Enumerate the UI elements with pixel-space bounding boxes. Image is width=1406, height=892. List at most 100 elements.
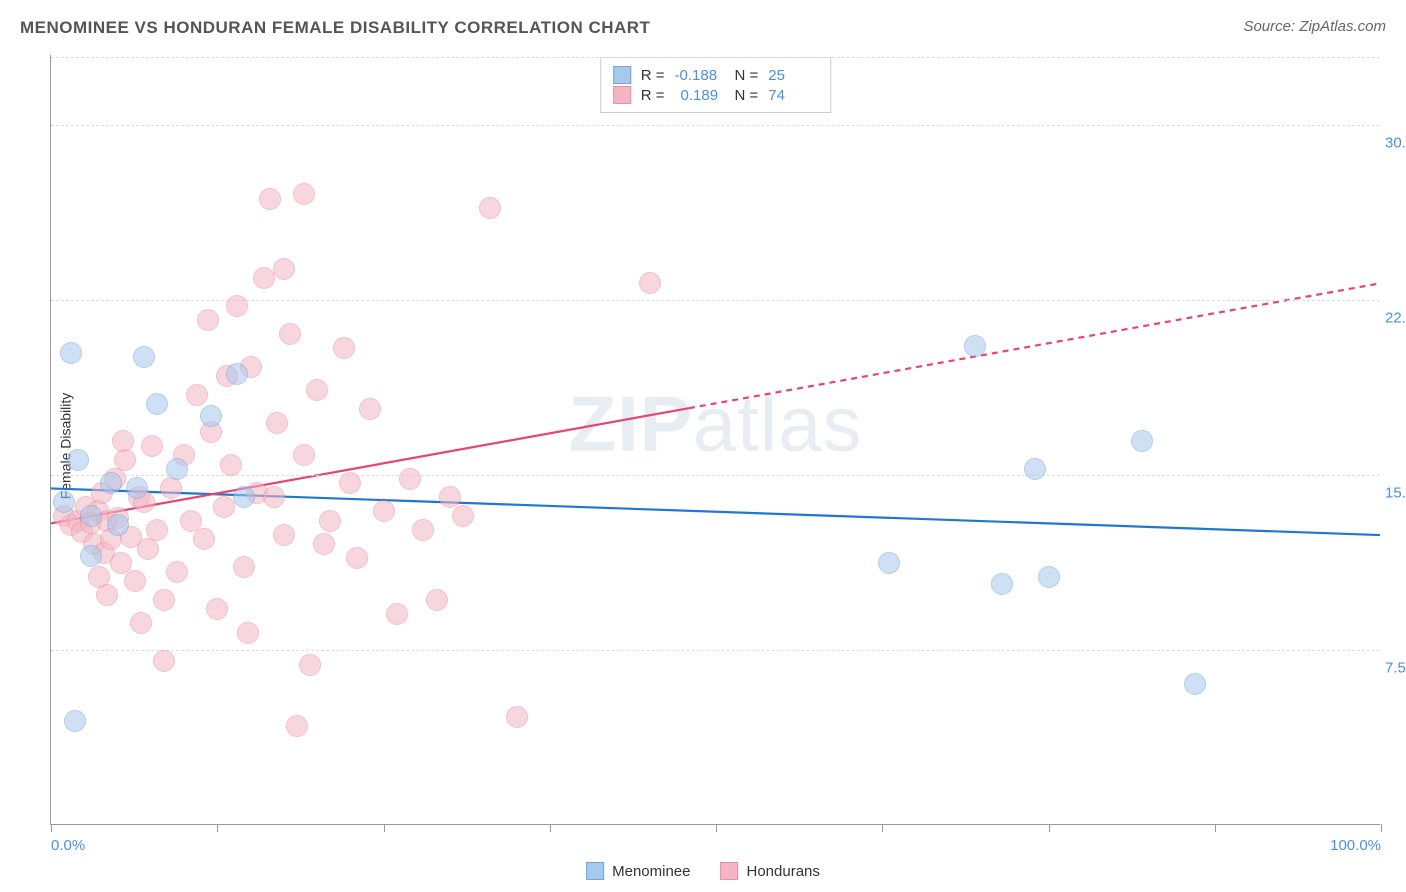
data-point bbox=[112, 430, 134, 452]
swatch-icon bbox=[613, 66, 631, 84]
legend-item-menominee: Menominee bbox=[586, 862, 690, 880]
watermark-text: ZIPatlas bbox=[568, 379, 862, 470]
trend-line-dashed bbox=[689, 283, 1380, 408]
swatch-icon bbox=[586, 862, 604, 880]
data-point bbox=[124, 570, 146, 592]
data-point bbox=[60, 342, 82, 364]
scatter-plot-area: ZIPatlas R = -0.188 N = 25 R = 0.189 N =… bbox=[50, 55, 1380, 825]
data-point bbox=[1024, 458, 1046, 480]
data-point bbox=[146, 393, 168, 415]
data-point bbox=[373, 500, 395, 522]
data-point bbox=[226, 363, 248, 385]
x-tick bbox=[384, 824, 385, 832]
data-point bbox=[206, 598, 228, 620]
chart-header: MENOMINEE VS HONDURAN FEMALE DISABILITY … bbox=[20, 18, 1386, 48]
data-point bbox=[200, 405, 222, 427]
data-point bbox=[133, 346, 155, 368]
data-point bbox=[130, 612, 152, 634]
chart-title: MENOMINEE VS HONDURAN FEMALE DISABILITY … bbox=[20, 18, 650, 37]
gridline bbox=[51, 300, 1380, 301]
data-point bbox=[237, 622, 259, 644]
data-point bbox=[126, 477, 148, 499]
data-point bbox=[253, 267, 275, 289]
legend-item-hondurans: Hondurans bbox=[721, 862, 820, 880]
x-tick bbox=[716, 824, 717, 832]
data-point bbox=[386, 603, 408, 625]
data-point bbox=[80, 505, 102, 527]
r-value: 0.189 bbox=[675, 87, 725, 104]
data-point bbox=[213, 496, 235, 518]
data-point bbox=[333, 337, 355, 359]
data-point bbox=[273, 524, 295, 546]
data-point bbox=[452, 505, 474, 527]
data-point bbox=[193, 528, 215, 550]
data-point bbox=[313, 533, 335, 555]
r-value: -0.188 bbox=[675, 67, 725, 84]
data-point bbox=[141, 435, 163, 457]
x-tick bbox=[51, 824, 52, 832]
data-point bbox=[359, 398, 381, 420]
gridline bbox=[51, 475, 1380, 476]
x-tick bbox=[882, 824, 883, 832]
n-label: N = bbox=[735, 67, 759, 84]
n-label: N = bbox=[735, 87, 759, 104]
data-point bbox=[233, 486, 255, 508]
data-point bbox=[506, 706, 528, 728]
data-point bbox=[166, 561, 188, 583]
data-point bbox=[186, 384, 208, 406]
data-point bbox=[991, 573, 1013, 595]
data-point bbox=[88, 566, 110, 588]
data-point bbox=[426, 589, 448, 611]
x-tick-label: 0.0% bbox=[51, 837, 85, 854]
data-point bbox=[107, 514, 129, 536]
data-point bbox=[266, 412, 288, 434]
gridline bbox=[51, 650, 1380, 651]
data-point bbox=[412, 519, 434, 541]
data-point bbox=[279, 323, 301, 345]
data-point bbox=[399, 468, 421, 490]
bottom-legend: Menominee Hondurans bbox=[586, 862, 820, 880]
data-point bbox=[273, 258, 295, 280]
data-point bbox=[100, 472, 122, 494]
x-tick bbox=[1381, 824, 1382, 832]
data-point bbox=[64, 710, 86, 732]
data-point bbox=[233, 556, 255, 578]
data-point bbox=[263, 486, 285, 508]
x-tick bbox=[1215, 824, 1216, 832]
swatch-icon bbox=[613, 86, 631, 104]
source-attribution: Source: ZipAtlas.com bbox=[1243, 18, 1386, 35]
data-point bbox=[479, 197, 501, 219]
data-point bbox=[153, 589, 175, 611]
data-point bbox=[1131, 430, 1153, 452]
data-point bbox=[346, 547, 368, 569]
x-tick bbox=[1049, 824, 1050, 832]
n-value: 74 bbox=[768, 87, 818, 104]
data-point bbox=[146, 519, 168, 541]
data-point bbox=[80, 545, 102, 567]
trend-lines-svg bbox=[51, 55, 1380, 824]
legend-label: Menominee bbox=[612, 863, 690, 880]
data-point bbox=[964, 335, 986, 357]
stats-legend-box: R = -0.188 N = 25 R = 0.189 N = 74 bbox=[600, 57, 832, 113]
data-point bbox=[259, 188, 281, 210]
stats-row-hondurans: R = 0.189 N = 74 bbox=[613, 86, 819, 104]
data-point bbox=[286, 715, 308, 737]
data-point bbox=[153, 650, 175, 672]
y-tick-label: 22.5% bbox=[1385, 310, 1406, 327]
swatch-icon bbox=[721, 862, 739, 880]
data-point bbox=[306, 379, 328, 401]
data-point bbox=[339, 472, 361, 494]
data-point bbox=[197, 309, 219, 331]
data-point bbox=[220, 454, 242, 476]
data-point bbox=[160, 477, 182, 499]
data-point bbox=[319, 510, 341, 532]
x-tick bbox=[550, 824, 551, 832]
y-tick-label: 15.0% bbox=[1385, 485, 1406, 502]
stats-row-menominee: R = -0.188 N = 25 bbox=[613, 66, 819, 84]
x-tick bbox=[217, 824, 218, 832]
data-point bbox=[53, 491, 75, 513]
data-point bbox=[293, 444, 315, 466]
data-point bbox=[1184, 673, 1206, 695]
y-tick-label: 7.5% bbox=[1385, 660, 1406, 677]
data-point bbox=[293, 183, 315, 205]
